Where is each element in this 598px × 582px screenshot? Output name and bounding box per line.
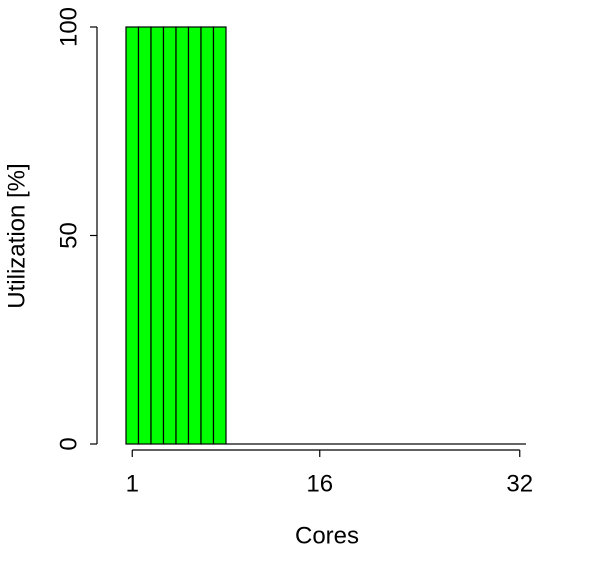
bar bbox=[212, 26, 227, 445]
x-tick-label: 1 bbox=[126, 470, 139, 497]
x-tick-label: 16 bbox=[306, 470, 333, 497]
bar bbox=[125, 26, 140, 445]
bar bbox=[162, 26, 177, 445]
bar bbox=[150, 26, 165, 445]
x-axis-label: Cores bbox=[295, 522, 359, 549]
y-tick-label: 0 bbox=[55, 437, 82, 450]
bar bbox=[187, 26, 202, 445]
y-tick-label: 50 bbox=[55, 222, 82, 249]
bar bbox=[175, 26, 190, 445]
bar bbox=[200, 26, 215, 445]
y-tick-label: 100 bbox=[55, 7, 82, 47]
bar bbox=[137, 26, 152, 445]
x-tick-label: 32 bbox=[506, 470, 533, 497]
y-axis-label: Utilization [%] bbox=[3, 163, 30, 308]
